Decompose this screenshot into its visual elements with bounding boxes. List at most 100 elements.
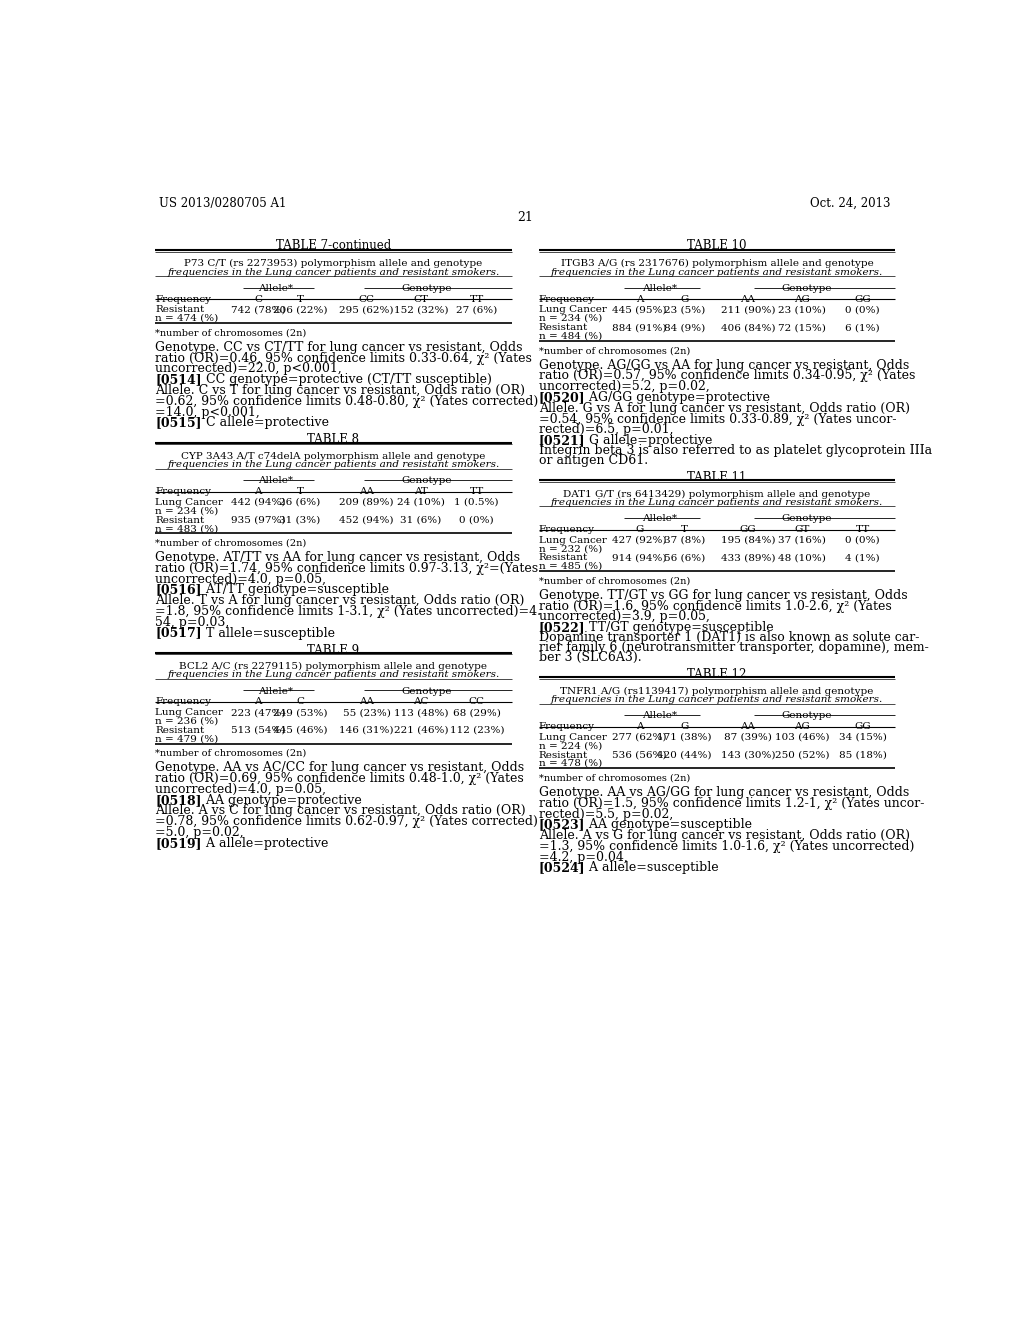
Text: Genotype. TT/GT vs GG for lung cancer vs resistant, Odds: Genotype. TT/GT vs GG for lung cancer vs… xyxy=(539,589,907,602)
Text: uncorrected)=3.9, p=0.05,: uncorrected)=3.9, p=0.05, xyxy=(539,610,710,623)
Text: AA: AA xyxy=(359,697,374,706)
Text: GT: GT xyxy=(795,525,810,533)
Text: n = 484 (%): n = 484 (%) xyxy=(539,331,602,341)
Text: 113 (48%): 113 (48%) xyxy=(393,708,449,717)
Text: uncorrected)=5.2, p=0.02,: uncorrected)=5.2, p=0.02, xyxy=(539,380,710,393)
Text: 84 (9%): 84 (9%) xyxy=(664,323,706,333)
Text: 249 (53%): 249 (53%) xyxy=(272,708,328,717)
Text: 445 (95%): 445 (95%) xyxy=(612,305,667,314)
Text: =0.62, 95% confidence limits 0.48-0.80, χ² (Yates corrected): =0.62, 95% confidence limits 0.48-0.80, … xyxy=(155,395,539,408)
Text: TT: TT xyxy=(470,294,484,304)
Text: 37 (8%): 37 (8%) xyxy=(664,536,706,545)
Text: TT/GT genotype=susceptible: TT/GT genotype=susceptible xyxy=(582,622,774,634)
Text: Lung Cancer: Lung Cancer xyxy=(539,733,606,742)
Text: 406 (84%): 406 (84%) xyxy=(721,323,775,333)
Text: 427 (92%): 427 (92%) xyxy=(612,536,667,545)
Text: CC genotype=protective (CT/TT susceptible): CC genotype=protective (CT/TT susceptibl… xyxy=(198,374,492,387)
Text: Genotype. CC vs CT/TT for lung cancer vs resistant, Odds: Genotype. CC vs CT/TT for lung cancer vs… xyxy=(155,341,522,354)
Text: Genotype. AT/TT vs AA for lung cancer vs resistant, Odds: Genotype. AT/TT vs AA for lung cancer vs… xyxy=(155,552,520,564)
Text: TABLE 8: TABLE 8 xyxy=(307,433,359,446)
Text: 54, p=0.03,: 54, p=0.03, xyxy=(155,615,229,628)
Text: 72 (15%): 72 (15%) xyxy=(778,323,826,333)
Text: ratio (OR)=1.74, 95% confidence limits 0.97-3.13, χ²=(Yates: ratio (OR)=1.74, 95% confidence limits 0… xyxy=(155,562,539,576)
Text: 211 (90%): 211 (90%) xyxy=(721,305,775,314)
Text: 536 (56%): 536 (56%) xyxy=(612,751,667,759)
Text: 914 (94%): 914 (94%) xyxy=(612,553,667,562)
Text: Lung Cancer: Lung Cancer xyxy=(539,536,606,545)
Text: A: A xyxy=(636,722,643,731)
Text: [0518]: [0518] xyxy=(155,793,202,807)
Text: frequencies in the Lung cancer patients and resistant smokers.: frequencies in the Lung cancer patients … xyxy=(167,268,500,277)
Text: Genotype: Genotype xyxy=(781,711,831,721)
Text: 48 (10%): 48 (10%) xyxy=(778,553,826,562)
Text: 4 (1%): 4 (1%) xyxy=(846,553,880,562)
Text: [0519]: [0519] xyxy=(155,837,202,850)
Text: TABLE 7-continued: TABLE 7-continued xyxy=(275,239,391,252)
Text: 87 (39%): 87 (39%) xyxy=(724,733,772,742)
Text: ITGB3 A/G (rs 2317676) polymorphism allele and genotype: ITGB3 A/G (rs 2317676) polymorphism alle… xyxy=(560,259,873,268)
Text: C: C xyxy=(254,294,262,304)
Text: uncorrected)=4.0, p=0.05,: uncorrected)=4.0, p=0.05, xyxy=(155,783,326,796)
Text: G allele=protective: G allele=protective xyxy=(582,434,713,447)
Text: rected)=5.5, p=0.02,: rected)=5.5, p=0.02, xyxy=(539,808,673,821)
Text: 0 (0%): 0 (0%) xyxy=(846,305,880,314)
Text: 209 (89%): 209 (89%) xyxy=(339,498,394,507)
Text: G: G xyxy=(680,722,688,731)
Text: GG: GG xyxy=(739,525,757,533)
Text: *number of chromosomes (2n): *number of chromosomes (2n) xyxy=(155,329,306,338)
Text: 152 (32%): 152 (32%) xyxy=(393,305,449,314)
Text: 513 (54%): 513 (54%) xyxy=(231,726,286,735)
Text: 742 (78%): 742 (78%) xyxy=(231,305,286,314)
Text: G: G xyxy=(680,294,688,304)
Text: 0 (0%): 0 (0%) xyxy=(460,516,494,524)
Text: 24 (10%): 24 (10%) xyxy=(397,498,444,507)
Text: [0523]: [0523] xyxy=(539,818,586,832)
Text: 56 (6%): 56 (6%) xyxy=(664,553,706,562)
Text: Frequency: Frequency xyxy=(539,294,595,304)
Text: Genotype. AG/GG vs AA for lung cancer vs resistant, Odds: Genotype. AG/GG vs AA for lung cancer vs… xyxy=(539,359,909,372)
Text: n = 232 (%): n = 232 (%) xyxy=(539,544,602,553)
Text: 68 (29%): 68 (29%) xyxy=(453,708,501,717)
Text: =0.54, 95% confidence limits 0.33-0.89, χ² (Yates uncor-: =0.54, 95% confidence limits 0.33-0.89, … xyxy=(539,412,896,425)
Text: TABLE 12: TABLE 12 xyxy=(687,668,746,681)
Text: *number of chromosomes (2n): *number of chromosomes (2n) xyxy=(155,539,306,548)
Text: 103 (46%): 103 (46%) xyxy=(775,733,829,742)
Text: Genotype. AA vs AG/GG for lung cancer vs resistant, Odds: Genotype. AA vs AG/GG for lung cancer vs… xyxy=(539,785,909,799)
Text: Allele*: Allele* xyxy=(642,284,677,293)
Text: AT/TT genotype=susceptible: AT/TT genotype=susceptible xyxy=(198,583,389,597)
Text: Dopamine transporter 1 (DAT1) is also known as solute car-: Dopamine transporter 1 (DAT1) is also kn… xyxy=(539,631,920,644)
Text: AA genotype=protective: AA genotype=protective xyxy=(198,793,361,807)
Text: Genotype. AA vs AC/CC for lung cancer vs resistant, Odds: Genotype. AA vs AC/CC for lung cancer vs… xyxy=(155,762,524,775)
Text: A allele=susceptible: A allele=susceptible xyxy=(582,862,719,874)
Text: =0.78, 95% confidence limits 0.62-0.97, χ² (Yates corrected): =0.78, 95% confidence limits 0.62-0.97, … xyxy=(155,816,538,828)
Text: 31 (3%): 31 (3%) xyxy=(280,516,321,524)
Text: 85 (18%): 85 (18%) xyxy=(839,751,887,759)
Text: frequencies in the Lung cancer patients and resistant smokers.: frequencies in the Lung cancer patients … xyxy=(167,671,500,680)
Text: =5.0, p=0.02,: =5.0, p=0.02, xyxy=(155,826,244,840)
Text: AG/GG genotype=protective: AG/GG genotype=protective xyxy=(582,391,770,404)
Text: 221 (46%): 221 (46%) xyxy=(393,726,449,735)
Text: frequencies in the Lung cancer patients and resistant smokers.: frequencies in the Lung cancer patients … xyxy=(551,498,883,507)
Text: AA genotype=susceptible: AA genotype=susceptible xyxy=(582,818,753,832)
Text: 1 (0.5%): 1 (0.5%) xyxy=(455,498,499,507)
Text: rier family 6 (neurotransmitter transporter, dopamine), mem-: rier family 6 (neurotransmitter transpor… xyxy=(539,642,929,655)
Text: ratio (OR)=0.57, 95% confidence limits 0.34-0.95, χ² (Yates: ratio (OR)=0.57, 95% confidence limits 0… xyxy=(539,370,915,383)
Text: *number of chromosomes (2n): *number of chromosomes (2n) xyxy=(539,774,690,783)
Text: CYP 3A43 A/T c74delA polymorphism allele and genotype: CYP 3A43 A/T c74delA polymorphism allele… xyxy=(181,451,485,461)
Text: uncorrected)=4.0, p=0.05,: uncorrected)=4.0, p=0.05, xyxy=(155,573,326,586)
Text: [0520]: [0520] xyxy=(539,391,586,404)
Text: Frequency: Frequency xyxy=(539,525,595,533)
Text: uncorrected)=22.0, p<0.001,: uncorrected)=22.0, p<0.001, xyxy=(155,363,342,375)
Text: P73 C/T (rs 2273953) polymorphism allele and genotype: P73 C/T (rs 2273953) polymorphism allele… xyxy=(184,259,482,268)
Text: CC: CC xyxy=(469,697,484,706)
Text: C allele=protective: C allele=protective xyxy=(198,416,329,429)
Text: 31 (6%): 31 (6%) xyxy=(400,516,441,524)
Text: frequencies in the Lung cancer patients and resistant smokers.: frequencies in the Lung cancer patients … xyxy=(167,461,500,469)
Text: or antigen CD61.: or antigen CD61. xyxy=(539,454,648,467)
Text: T allele=susceptible: T allele=susceptible xyxy=(198,627,335,640)
Text: frequencies in the Lung cancer patients and resistant smokers.: frequencies in the Lung cancer patients … xyxy=(551,268,883,277)
Text: n = 479 (%): n = 479 (%) xyxy=(155,734,218,743)
Text: [0514]: [0514] xyxy=(155,374,202,387)
Text: =1.3, 95% confidence limits 1.0-1.6, χ² (Yates uncorrected): =1.3, 95% confidence limits 1.0-1.6, χ² … xyxy=(539,840,914,853)
Text: 442 (94%): 442 (94%) xyxy=(231,498,286,507)
